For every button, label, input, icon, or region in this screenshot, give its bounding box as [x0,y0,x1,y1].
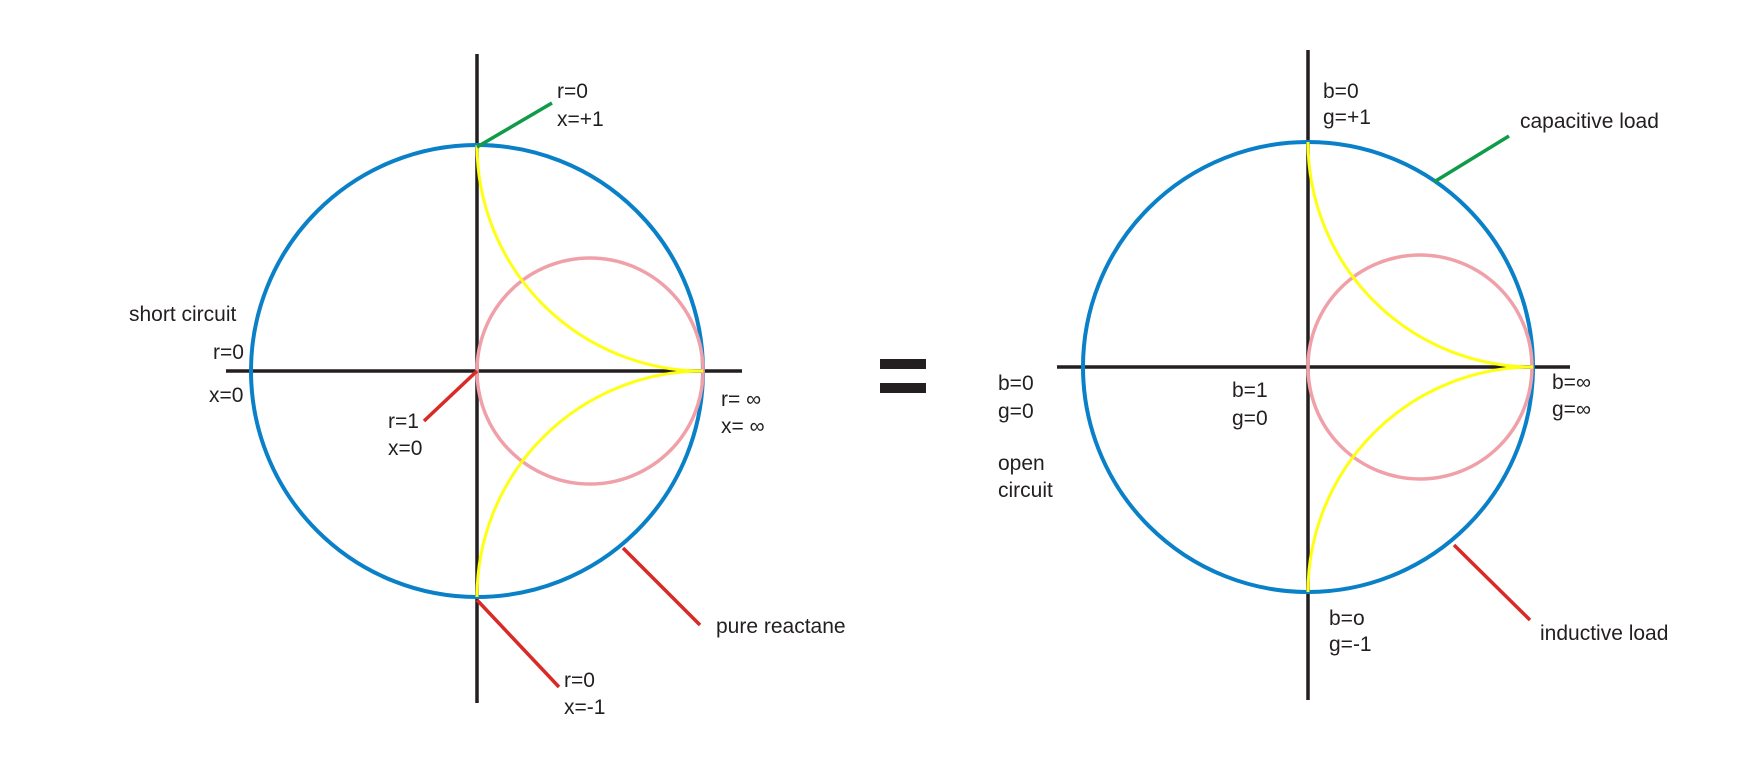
pure-reactance-label: pure reactane [716,615,846,638]
capacitive-load-label: capacitive load [1520,110,1659,133]
right-positive-susceptance-arc [1306,141,1534,369]
left-pure-reactance-pointer [621,546,702,627]
right-left-label-b: b=0 [998,372,1034,395]
right-right-label-g: g=∞ [1552,398,1591,421]
left-negative-reactance-arc [475,369,704,598]
right-right-label-b: b=∞ [1552,371,1591,394]
left-right-label-x: x= ∞ [721,415,765,438]
right-bottom-label-g: g=-1 [1329,633,1372,656]
right-bottom-label-b: b=o [1329,607,1365,630]
left-bottom-label-r: r=0 [564,669,595,692]
left-right-label-r: r= ∞ [721,388,761,411]
short-circuit-x-label: x=0 [209,384,243,407]
left-bottom-pointer [475,598,561,689]
left-smith-chart: r=0 x=+1 short circuit r=0 x=0 r=1 x=0 r… [129,54,846,719]
inductive-load-pointer [1452,543,1532,622]
equals-sign [880,359,926,393]
equals-bar-bottom [880,383,926,393]
equals-bar-top [880,359,926,369]
left-center-label-r: r=1 [388,410,419,433]
right-smith-chart: b=0 g=+1 capacitive load b=0 g=0 open ci… [998,50,1668,700]
short-circuit-r-label: r=0 [213,341,244,364]
left-positive-reactance-arc [475,144,704,373]
left-top-label-r: r=0 [557,80,588,103]
open-circuit-label-line2: circuit [998,479,1053,502]
open-circuit-label-line1: open [998,452,1045,475]
right-center-label-g: g=0 [1232,407,1268,430]
left-top-pointer [476,101,553,149]
capacitive-load-pointer [1433,134,1510,184]
left-bottom-label-x: x=-1 [564,696,605,719]
short-circuit-label: short circuit [129,303,237,326]
right-center-label-b: b=1 [1232,379,1268,402]
left-center-pointer [422,369,479,423]
right-top-label-g: g=+1 [1323,106,1371,129]
right-top-label-b: b=0 [1323,80,1359,103]
right-left-label-g: g=0 [998,400,1034,423]
inductive-load-label: inductive load [1540,622,1668,645]
right-negative-susceptance-arc [1306,365,1534,593]
left-center-label-x: x=0 [388,437,422,460]
left-top-label-x: x=+1 [557,108,604,131]
